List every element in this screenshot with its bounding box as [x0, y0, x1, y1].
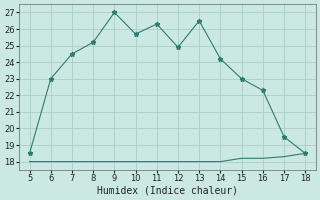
X-axis label: Humidex (Indice chaleur): Humidex (Indice chaleur) — [97, 186, 238, 196]
